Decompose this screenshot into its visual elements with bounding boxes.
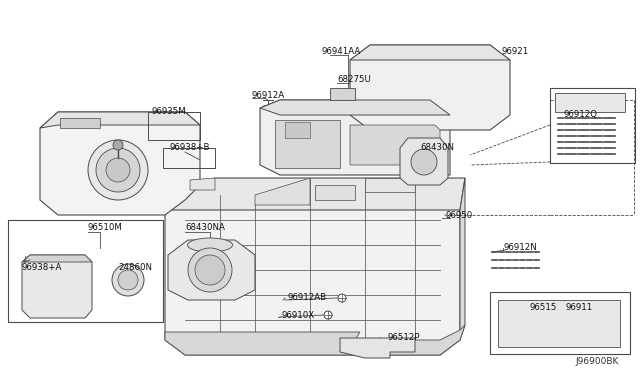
Text: 96510M: 96510M	[88, 224, 123, 232]
Circle shape	[96, 148, 140, 192]
Bar	[8, 220, 163, 322]
Polygon shape	[330, 88, 355, 100]
Polygon shape	[460, 178, 465, 340]
Circle shape	[324, 311, 332, 319]
Polygon shape	[340, 338, 415, 358]
Circle shape	[195, 255, 225, 285]
Text: 96910X: 96910X	[282, 311, 315, 320]
Bar	[550, 88, 635, 163]
Text: 24860N: 24860N	[118, 263, 152, 273]
Polygon shape	[350, 45, 510, 130]
Text: 96912A: 96912A	[252, 90, 285, 99]
Polygon shape	[498, 300, 620, 347]
Circle shape	[411, 149, 437, 175]
Bar	[148, 112, 200, 140]
Polygon shape	[168, 240, 255, 300]
Polygon shape	[350, 45, 510, 60]
Text: 96938+A: 96938+A	[22, 263, 62, 273]
Polygon shape	[190, 178, 215, 190]
Polygon shape	[165, 178, 465, 210]
Circle shape	[338, 294, 346, 302]
Polygon shape	[255, 178, 310, 205]
Polygon shape	[350, 125, 440, 165]
Polygon shape	[40, 112, 200, 215]
Circle shape	[188, 248, 232, 292]
Text: 68430NA: 68430NA	[185, 224, 225, 232]
Polygon shape	[315, 185, 355, 200]
Text: 96515: 96515	[530, 304, 557, 312]
Text: 96512P: 96512P	[388, 334, 420, 343]
Circle shape	[88, 140, 148, 200]
Polygon shape	[40, 112, 200, 128]
Polygon shape	[60, 118, 100, 128]
Text: 96938+B: 96938+B	[170, 144, 211, 153]
Polygon shape	[285, 122, 310, 138]
Bar	[163, 148, 215, 168]
Polygon shape	[400, 138, 448, 185]
Polygon shape	[260, 100, 450, 175]
Text: 96912N: 96912N	[503, 244, 537, 253]
Circle shape	[118, 270, 138, 290]
Polygon shape	[260, 100, 450, 115]
Bar	[490, 292, 630, 354]
Text: 96950: 96950	[445, 211, 472, 219]
Ellipse shape	[188, 238, 232, 252]
Polygon shape	[275, 120, 340, 168]
Text: 96921: 96921	[502, 48, 529, 57]
Text: 68430N: 68430N	[420, 144, 454, 153]
Polygon shape	[165, 325, 465, 355]
Circle shape	[113, 140, 123, 150]
Text: 96911: 96911	[566, 304, 593, 312]
Polygon shape	[22, 255, 92, 262]
Text: 96912Q: 96912Q	[563, 110, 597, 119]
Polygon shape	[555, 93, 625, 112]
Circle shape	[106, 158, 130, 182]
Text: 68275U: 68275U	[337, 76, 371, 84]
Text: 96941AA: 96941AA	[322, 48, 361, 57]
Circle shape	[112, 264, 144, 296]
Polygon shape	[22, 255, 92, 318]
Polygon shape	[365, 178, 415, 192]
Text: 96912AB: 96912AB	[287, 294, 326, 302]
Text: 96935M: 96935M	[152, 108, 187, 116]
Polygon shape	[165, 195, 460, 355]
Text: J96900BK: J96900BK	[575, 357, 618, 366]
